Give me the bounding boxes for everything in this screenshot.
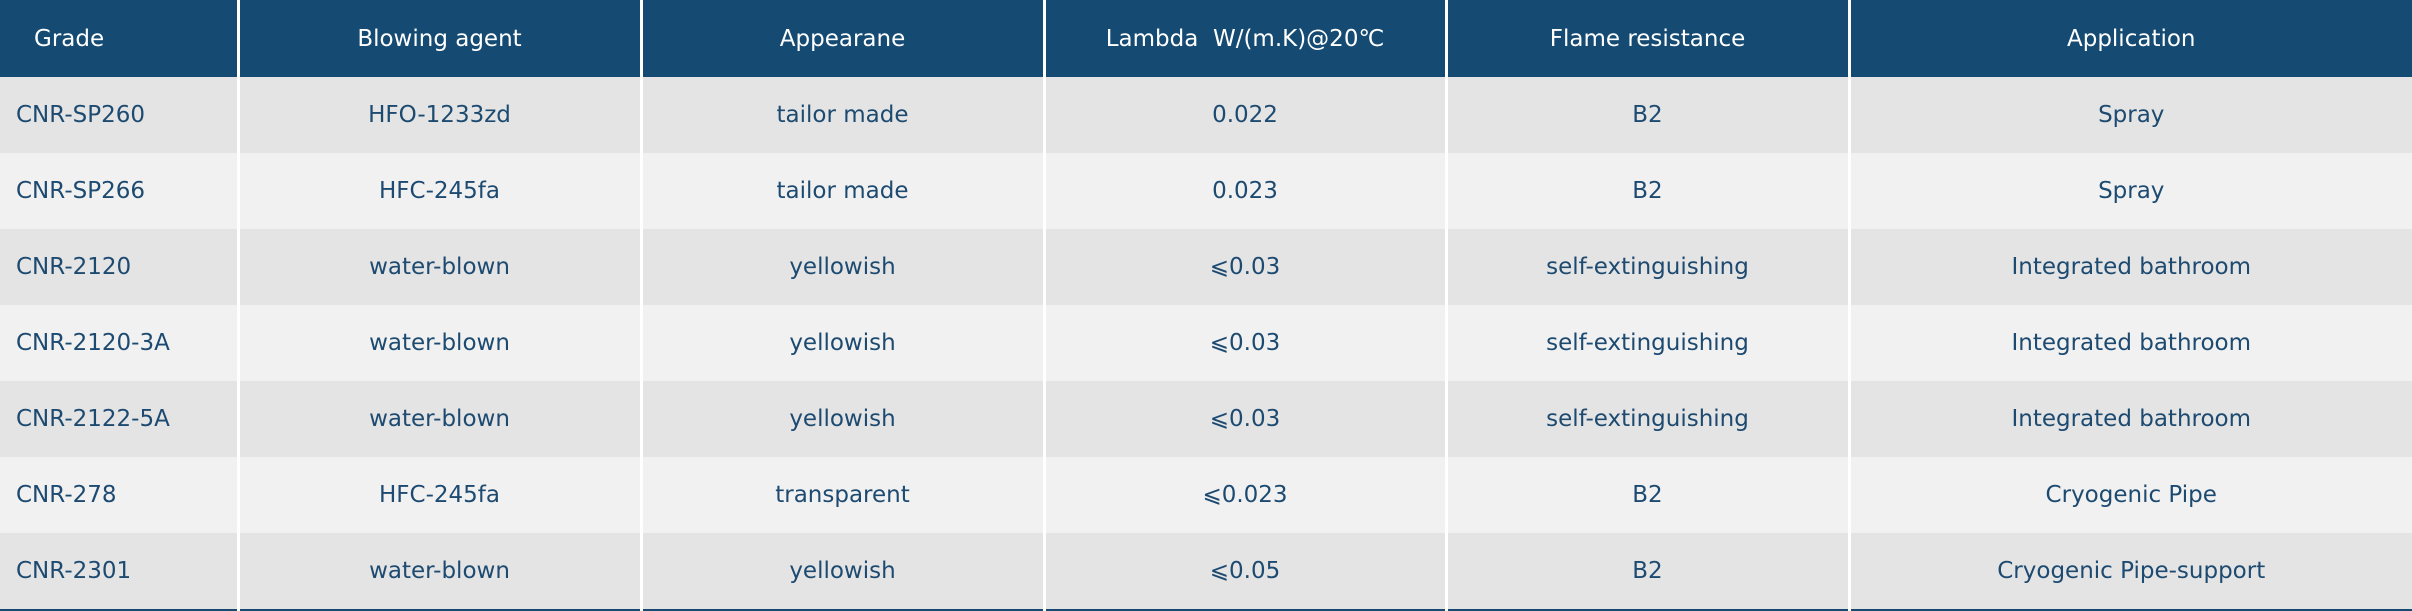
header-cell: Blowing agent [236,0,641,77]
table-cell: ⩽0.05 [1042,533,1446,610]
table-cell: HFC-245fa [236,457,641,533]
table-cell: CNR-2122-5A [0,381,238,457]
table-row: CNR-278 HFC-245fa transparent ⩽0.023 B2 Cryog… [0,457,2412,533]
table-cell: B2 [1444,533,1849,610]
table-row: CNR-2120 water-blown yellowish ⩽0.03 self-ex… [0,229,2412,305]
table-cell: 0.023 [1042,153,1446,229]
table-cell: B2 [1444,153,1849,229]
table-row: CNR-SP266 HFC-245fa tailor made 0.023 B2 Spra… [0,153,2412,229]
table-cell: Cryogenic Pipe [1847,457,2412,533]
table-cell: water-blown [236,533,641,610]
table-row: CNR-2120-3A water-blown yellowish ⩽0.03 self… [0,305,2412,381]
table-cell: HFO-1233zd [236,77,641,153]
header-cell: Application [1847,0,2412,77]
table-cell: yellowish [639,381,1044,457]
table-cell: CNR-278 [0,457,238,533]
table-cell: self-extinguishing [1444,381,1849,457]
table-cell: water-blown [236,305,641,381]
table-cell: water-blown [236,381,641,457]
table-cell: ⩽0.023 [1042,457,1446,533]
table-row: CNR-SP260 HFO-1233zd tailor made 0.022 B2 Spr… [0,77,2412,153]
table-cell: B2 [1444,77,1849,153]
header-cell: Lambda W/(m.K)@20℃ [1042,0,1446,77]
table-cell: CNR-SP266 [0,153,238,229]
table-cell: yellowish [639,305,1044,381]
table-cell: B2 [1444,457,1849,533]
table-cell: tailor made [639,153,1044,229]
table-cell: ⩽0.03 [1042,305,1446,381]
table-cell: yellowish [639,533,1044,610]
table-cell: Integrated bathroom [1847,305,2412,381]
table-cell: CNR-2301 [0,533,238,610]
table-cell: self-extinguishing [1444,229,1849,305]
table-cell: CNR-2120-3A [0,305,238,381]
table-cell: CNR-2120 [0,229,238,305]
table-cell: yellowish [639,229,1044,305]
table-cell: Spray [1847,153,2412,229]
table-body: CNR-SP260 HFO-1233zd tailor made 0.022 B2 Spr… [0,77,2412,610]
table-cell: 0.022 [1042,77,1446,153]
table-cell: tailor made [639,77,1044,153]
header-cell: Appearane [639,0,1044,77]
table-cell: Integrated bathroom [1847,381,2412,457]
table-cell: CNR-SP260 [0,77,238,153]
table-cell: transparent [639,457,1044,533]
table-cell: Spray [1847,77,2412,153]
header-cell: Grade [0,0,238,77]
table-cell: water-blown [236,229,641,305]
table-row: CNR-2122-5A water-blown yellowish ⩽0.03 self… [0,381,2412,457]
table-cell: ⩽0.03 [1042,229,1446,305]
table-cell: Integrated bathroom [1847,229,2412,305]
header-row: Grade Blowing agent Appearane Lambda W/(m.K… [0,0,2412,77]
table-cell: Cryogenic Pipe-support [1847,533,2412,610]
table-cell: ⩽0.03 [1042,381,1446,457]
header-cell: Flame resistance [1444,0,1849,77]
table-cell: self-extinguishing [1444,305,1849,381]
table-cell: HFC-245fa [236,153,641,229]
table-row: CNR-2301 water-blown yellowish ⩽0.05 B2 Cryog… [0,533,2412,610]
